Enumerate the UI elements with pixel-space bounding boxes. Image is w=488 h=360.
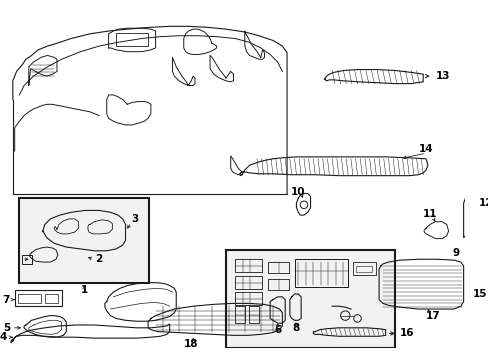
Text: 4: 4 [0,332,7,342]
Text: 8: 8 [292,323,300,333]
Text: 11: 11 [422,209,436,219]
Bar [355,266,371,273]
Bar [268,262,288,273]
Text: 6: 6 [273,325,281,335]
Bar [235,306,244,323]
Text: 3: 3 [131,214,138,224]
Text: 5: 5 [3,323,10,333]
Text: 2: 2 [96,254,102,264]
Text: 7: 7 [2,294,10,305]
Bar [273,303,283,319]
Bar [235,276,261,289]
Bar [249,306,258,323]
Bar [235,259,261,273]
Bar [268,279,288,290]
Text: 16: 16 [399,328,413,338]
Bar [292,302,299,316]
Bar [19,294,41,303]
Bar [116,33,148,46]
Bar [45,294,58,303]
Text: 10: 10 [290,186,305,197]
Text: 18: 18 [183,339,198,349]
Bar [294,259,347,287]
Text: 1: 1 [81,285,88,295]
Bar [22,255,32,264]
Text: 9: 9 [451,248,459,258]
Bar [225,250,394,348]
Text: 13: 13 [434,71,449,81]
Bar [20,198,149,283]
Bar [467,247,485,257]
Bar [235,292,261,305]
Bar [15,290,61,306]
Text: 14: 14 [418,144,432,154]
Text: 17: 17 [425,311,439,321]
Text: 12: 12 [478,198,488,208]
Text: 15: 15 [471,289,486,299]
Bar [352,262,375,275]
